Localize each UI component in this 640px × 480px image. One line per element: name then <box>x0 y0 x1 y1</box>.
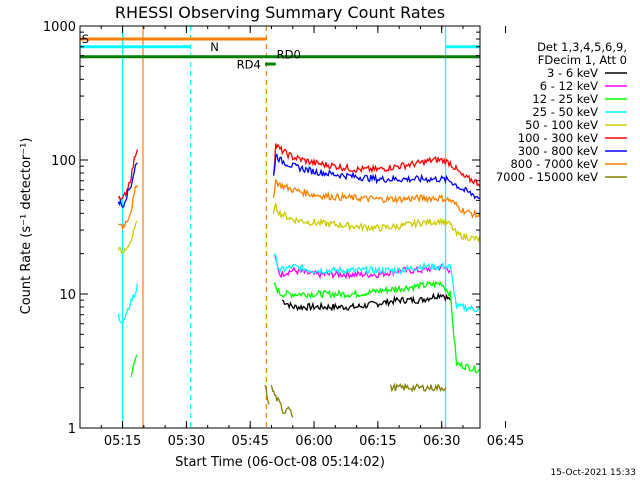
x-tick-label-5: 06:30 <box>423 434 460 449</box>
series-4-segment-1 <box>272 203 480 244</box>
plot-inner: S N RD0 RD4 <box>80 26 480 428</box>
y-tick-label-1: 10 <box>59 288 76 303</box>
plot-frame <box>79 25 481 429</box>
y-tick-label-3: 1000 <box>43 20 76 35</box>
series-7-segment-0 <box>118 184 138 231</box>
series-8-segment-2 <box>389 382 447 393</box>
legend-label-3: 25 - 50 keV <box>532 105 598 119</box>
y-axis-label: Count Rate (s⁻¹ detector⁻¹) <box>19 138 34 315</box>
series-7-segment-1 <box>272 178 480 220</box>
x-tick-label-2: 05:45 <box>231 434 268 449</box>
x-tick-label-3: 06:00 <box>295 434 332 449</box>
legend-label-8: 7000 - 15000 keV <box>496 170 598 184</box>
legend-header-1: FDecim 1, Att 0 <box>538 53 627 67</box>
legend-label-6: 300 - 800 keV <box>518 144 598 158</box>
series-6-segment-1 <box>272 153 480 201</box>
x-tick-label-1: 05:30 <box>168 434 205 449</box>
series-8-segment-0 <box>264 385 270 405</box>
x-axis-label: Start Time (06-Oct-08 05:14:02) <box>175 455 385 470</box>
annotation-2: RD0 <box>277 47 301 61</box>
legend-header-0: Det 1,3,4,5,6,9, <box>537 40 627 54</box>
y-tick-label-0: 1 <box>68 422 76 437</box>
annotation-3: RD4 <box>237 58 261 72</box>
series-3-segment-0 <box>117 283 139 325</box>
series-4-segment-0 <box>117 220 138 255</box>
legend-label-4: 50 - 100 keV <box>525 118 598 132</box>
series-8-segment-1 <box>270 384 294 418</box>
annotation-0: S <box>82 32 89 46</box>
legend-label-1: 6 - 12 keV <box>540 79 598 93</box>
chart-title: RHESSI Observing Summary Count Rates <box>115 3 445 22</box>
series-6-segment-0 <box>117 162 138 208</box>
footer-date: 15-Oct-2021 15:33 <box>551 468 636 478</box>
series-2-segment-0 <box>130 354 138 378</box>
legend-label-7: 800 - 7000 keV <box>510 157 598 171</box>
plot-area: S N RD0 RD4 05:15 05:30 05:45 06:00 06:15 06:30 06… <box>43 20 524 449</box>
y-tick-label-2: 100 <box>51 154 76 169</box>
x-tick-label-4: 06:15 <box>359 434 396 449</box>
legend-label-0: 3 - 6 keV <box>547 66 598 80</box>
series-5-segment-1 <box>272 143 480 188</box>
series-2-segment-1 <box>273 280 480 374</box>
series-3-segment-1 <box>273 253 480 313</box>
legend: Det 1,3,4,5,6,9,FDecim 1, Att 03 - 6 keV… <box>496 40 627 184</box>
x-tick-label-6: 06:45 <box>487 434 524 449</box>
legend-label-5: 100 - 300 keV <box>518 131 598 145</box>
x-tick-label-0: 05:15 <box>104 434 141 449</box>
annotation-1: N <box>210 40 219 54</box>
legend-label-2: 12 - 25 keV <box>532 92 598 106</box>
series-0-segment-0 <box>281 291 451 312</box>
